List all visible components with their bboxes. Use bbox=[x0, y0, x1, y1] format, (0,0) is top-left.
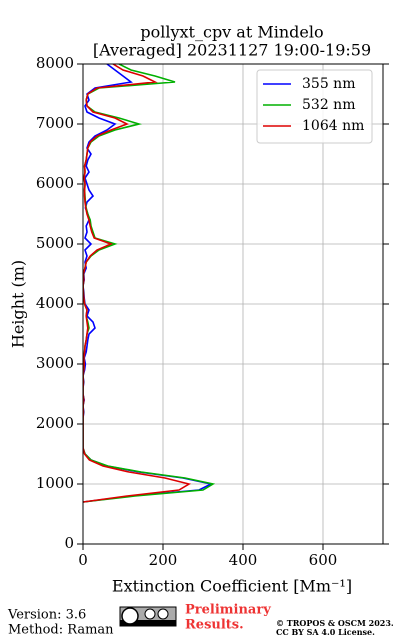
y-tick-label: 2000 bbox=[36, 414, 74, 432]
copyright: © TROPOS & OSCM 2023. bbox=[276, 618, 394, 628]
profile-line bbox=[83, 64, 214, 503]
preliminary-note: Results. bbox=[185, 618, 244, 633]
chart-title: pollyxt_cpv at Mindelo bbox=[140, 23, 323, 42]
plot-frame bbox=[82, 63, 384, 545]
legend-label: 1064 nm bbox=[302, 118, 364, 134]
legend-label: 532 nm bbox=[302, 97, 355, 113]
y-axis-label: Height (m) bbox=[9, 260, 28, 348]
x-tick-label: 200 bbox=[149, 551, 178, 569]
x-tick-label: 600 bbox=[309, 551, 338, 569]
y-tick-label: 1000 bbox=[36, 474, 74, 492]
y-tick-label: 4000 bbox=[36, 294, 74, 312]
y-tick-label: 7000 bbox=[36, 114, 74, 132]
x-tick-label: 400 bbox=[229, 551, 258, 569]
x-tick-label: 0 bbox=[78, 551, 88, 569]
copyright: CC BY SA 4.0 License. bbox=[276, 627, 375, 637]
method: Method: Raman bbox=[8, 623, 114, 638]
y-tick-label: 8000 bbox=[36, 54, 74, 72]
y-tick-label: 3000 bbox=[36, 354, 74, 372]
chart-subtitle: [Averaged] 20231127 19:00-19:59 bbox=[93, 41, 371, 60]
profile-line bbox=[83, 64, 216, 503]
cc-logo bbox=[119, 606, 177, 627]
legend-label: 355 nm bbox=[302, 76, 355, 92]
y-tick-label: 5000 bbox=[36, 234, 74, 252]
version: Version: 3.6 bbox=[7, 608, 86, 623]
y-tick-label: 6000 bbox=[36, 174, 74, 192]
y-tick-label: 0 bbox=[64, 534, 74, 552]
x-axis-label: Extinction Coefficient [Mm⁻¹] bbox=[112, 577, 352, 596]
legend-box bbox=[256, 69, 373, 144]
preliminary-note: Preliminary bbox=[185, 603, 271, 618]
profile-line bbox=[83, 64, 192, 503]
